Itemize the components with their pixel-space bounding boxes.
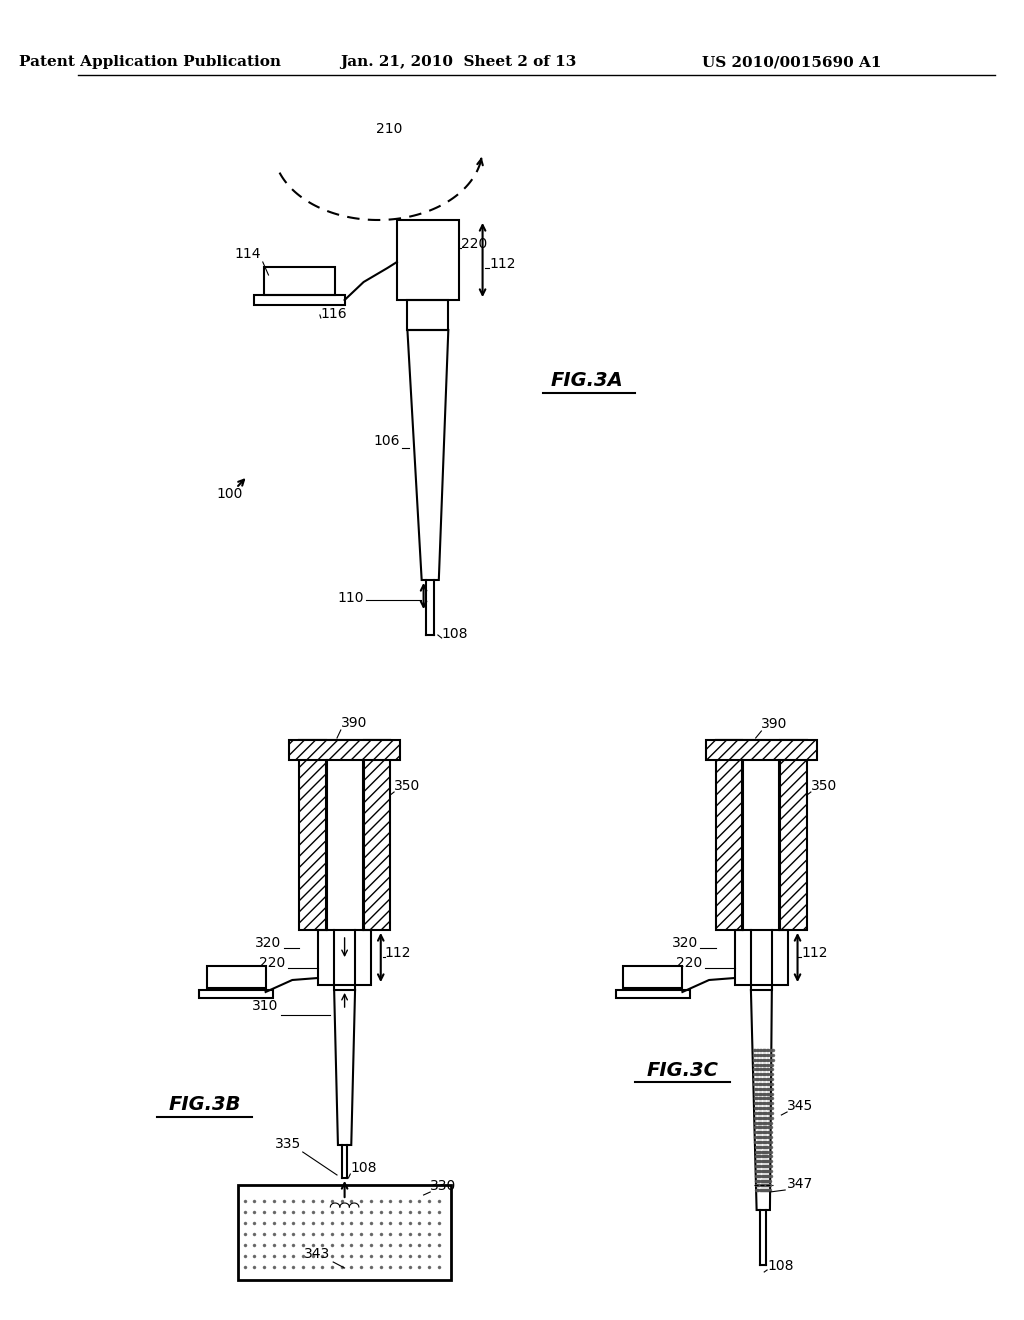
Bar [238, 1185, 452, 1280]
Bar [299, 741, 390, 750]
Bar [716, 741, 742, 931]
Bar [408, 300, 449, 330]
Text: 106: 106 [374, 434, 399, 447]
Text: 310: 310 [252, 999, 278, 1012]
Text: 347: 347 [787, 1177, 813, 1191]
Text: 220: 220 [461, 238, 487, 251]
Text: 220: 220 [676, 956, 702, 970]
Text: 108: 108 [441, 627, 468, 642]
Text: 350: 350 [394, 779, 420, 793]
Text: 320: 320 [255, 936, 281, 950]
Bar [716, 741, 807, 750]
Bar [735, 931, 788, 985]
Bar [364, 741, 390, 931]
Text: 335: 335 [274, 1137, 301, 1151]
Text: 320: 320 [673, 936, 698, 950]
Text: 108: 108 [767, 1259, 794, 1272]
Text: 112: 112 [802, 946, 827, 960]
Bar [707, 741, 816, 760]
Text: 390: 390 [762, 717, 787, 731]
Bar [199, 990, 273, 998]
Bar [290, 741, 399, 760]
Bar [615, 990, 690, 998]
Text: 350: 350 [811, 779, 837, 793]
Text: Jan. 21, 2010  Sheet 2 of 13: Jan. 21, 2010 Sheet 2 of 13 [341, 55, 577, 69]
Text: FIG.3C: FIG.3C [646, 1060, 718, 1080]
Text: 390: 390 [341, 715, 368, 730]
Text: 108: 108 [350, 1162, 377, 1175]
Bar [624, 966, 682, 987]
Text: 220: 220 [259, 956, 286, 970]
Bar [207, 966, 265, 987]
Bar [780, 741, 807, 931]
Text: 116: 116 [321, 308, 347, 321]
Text: 114: 114 [234, 247, 261, 261]
Text: 330: 330 [430, 1179, 457, 1193]
Text: 112: 112 [489, 257, 516, 271]
Text: 210: 210 [376, 121, 402, 136]
Text: 343: 343 [304, 1247, 331, 1261]
Bar [299, 741, 326, 931]
Text: FIG.3B: FIG.3B [169, 1096, 241, 1114]
Text: 100: 100 [216, 487, 243, 502]
Bar [264, 267, 335, 294]
Bar [318, 931, 372, 985]
Text: US 2010/0015690 A1: US 2010/0015690 A1 [702, 55, 882, 69]
Text: 112: 112 [385, 946, 411, 960]
Text: 345: 345 [787, 1100, 813, 1113]
Text: 110: 110 [337, 591, 364, 605]
Text: FIG.3A: FIG.3A [551, 371, 624, 389]
Bar [397, 220, 459, 300]
Text: Patent Application Publication: Patent Application Publication [18, 55, 281, 69]
Bar [254, 294, 345, 305]
